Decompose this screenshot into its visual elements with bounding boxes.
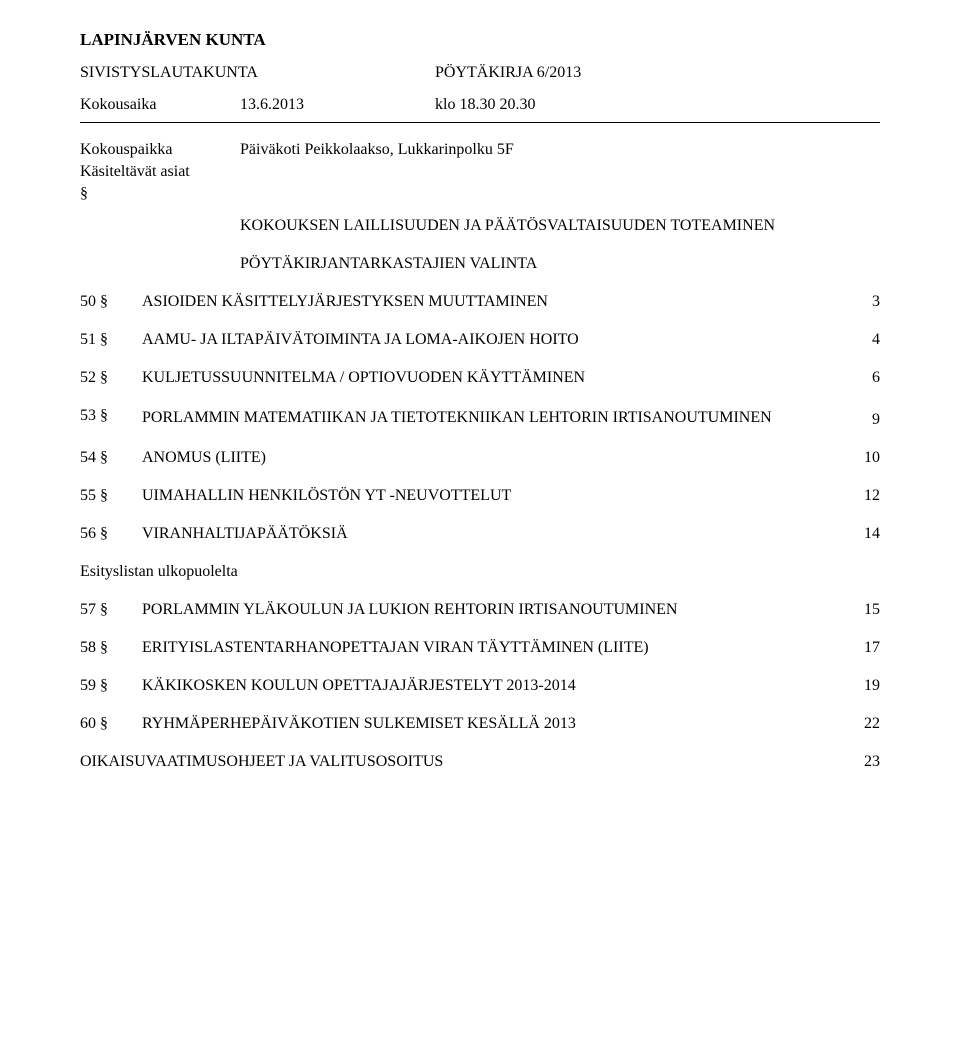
item-title: VIRANHALTIJAPÄÄTÖKSIÄ: [142, 525, 850, 543]
item-title: ASIOIDEN KÄSITTELYJÄRJESTYKSEN MUUTTAMIN…: [142, 293, 850, 311]
item-number: 57 §: [80, 601, 142, 619]
meeting-date: 13.6.2013: [240, 96, 435, 114]
item-number: 56 §: [80, 525, 142, 543]
item-title: RYHMÄPERHEPÄIVÄKOTIEN SULKEMISET KESÄLLÄ…: [142, 715, 850, 733]
location-value: Päiväkoti Peikkolaakso, Lukkarinpolku 5F: [240, 141, 514, 159]
item-number: 50 §: [80, 293, 142, 311]
item-page: 6: [850, 369, 880, 387]
item-page: 19: [850, 677, 880, 695]
agenda-item: 53 § PORLAMMIN MATEMATIIKAN JA TIETOTEKN…: [80, 407, 880, 429]
item-title: PORLAMMIN YLÄKOULUN JA LUKION REHTORIN I…: [142, 601, 850, 619]
item-number: 58 §: [80, 639, 142, 657]
item-page: 23: [850, 753, 880, 771]
item-page: 10: [850, 449, 880, 467]
meeting-time-label: Kokousaika: [80, 96, 240, 114]
committee-row: SIVISTYSLAUTAKUNTA PÖYTÄKIRJA 6/2013: [80, 64, 880, 82]
agenda-heading: Käsiteltävät asiat: [80, 163, 880, 181]
agenda-item: 55 § UIMAHALLIN HENKILÖSTÖN YT -NEUVOTTE…: [80, 487, 880, 505]
item-page: 12: [850, 487, 880, 505]
item-number: 51 §: [80, 331, 142, 349]
item-page: 22: [850, 715, 880, 733]
item-number: 59 §: [80, 677, 142, 695]
item-title: AAMU- JA ILTAPÄIVÄTOIMINTA JA LOMA-AIKOJ…: [142, 331, 850, 349]
preamble-line-2: PÖYTÄKIRJANTARKASTAJIEN VALINTA: [240, 255, 880, 273]
location-label: Kokouspaikka: [80, 141, 240, 159]
item-title: ERITYISLASTENTARHANOPETTAJAN VIRAN TÄYTT…: [142, 639, 850, 657]
item-title: KULJETUSSUUNNITELMA / OPTIOVUODEN KÄYTTÄ…: [142, 369, 850, 387]
agenda-item: 51 § AAMU- JA ILTAPÄIVÄTOIMINTA JA LOMA-…: [80, 331, 880, 349]
organization-name: LAPINJÄRVEN KUNTA: [80, 30, 880, 50]
item-title: PORLAMMIN MATEMATIIKAN JA TIETOTEKNIIKAN…: [142, 407, 850, 429]
item-number: 53 §: [80, 407, 142, 425]
header-divider: [80, 122, 880, 123]
item-page: 14: [850, 525, 880, 543]
meeting-time-row: Kokousaika 13.6.2013 klo 18.30 20.30: [80, 96, 880, 114]
agenda-item: 56 § VIRANHALTIJAPÄÄTÖKSIÄ 14: [80, 525, 880, 543]
location-row: Kokouspaikka Päiväkoti Peikkolaakso, Luk…: [80, 141, 880, 159]
item-number: 55 §: [80, 487, 142, 505]
meeting-time: klo 18.30 20.30: [435, 96, 535, 114]
preamble-line-1: KOKOUKSEN LAILLISUUDEN JA PÄÄTÖSVALTAISU…: [240, 217, 880, 235]
item-number: 60 §: [80, 715, 142, 733]
item-title: ANOMUS (LIITE): [142, 449, 850, 467]
item-title: KÄKIKOSKEN KOULUN OPETTAJAJÄRJESTELYT 20…: [142, 677, 850, 695]
item-page: 15: [850, 601, 880, 619]
item-number: 54 §: [80, 449, 142, 467]
agenda-item: 57 § PORLAMMIN YLÄKOULUN JA LUKION REHTO…: [80, 601, 880, 619]
agenda-item: 54 § ANOMUS (LIITE) 10: [80, 449, 880, 467]
item-page: 3: [850, 293, 880, 311]
item-page: 4: [850, 331, 880, 349]
section-mark: §: [80, 185, 880, 203]
committee-name: SIVISTYSLAUTAKUNTA: [80, 64, 435, 82]
outside-agenda-heading: Esityslistan ulkopuolelta: [80, 563, 880, 581]
item-page: 9: [850, 411, 880, 429]
item-number: 52 §: [80, 369, 142, 387]
document-header: LAPINJÄRVEN KUNTA SIVISTYSLAUTAKUNTA PÖY…: [80, 30, 880, 114]
footer-item: OIKAISUVAATIMUSOHJEET JA VALITUSOSOITUS …: [80, 753, 880, 771]
item-page: 17: [850, 639, 880, 657]
item-title: OIKAISUVAATIMUSOHJEET JA VALITUSOSOITUS: [80, 753, 850, 771]
minutes-label: PÖYTÄKIRJA 6/2013: [435, 64, 581, 82]
agenda-item: 50 § ASIOIDEN KÄSITTELYJÄRJESTYKSEN MUUT…: [80, 293, 880, 311]
agenda-item: 60 § RYHMÄPERHEPÄIVÄKOTIEN SULKEMISET KE…: [80, 715, 880, 733]
item-title: UIMAHALLIN HENKILÖSTÖN YT -NEUVOTTELUT: [142, 487, 850, 505]
agenda-item: 52 § KULJETUSSUUNNITELMA / OPTIOVUODEN K…: [80, 369, 880, 387]
agenda-item: 58 § ERITYISLASTENTARHANOPETTAJAN VIRAN …: [80, 639, 880, 657]
agenda-item: 59 § KÄKIKOSKEN KOULUN OPETTAJAJÄRJESTEL…: [80, 677, 880, 695]
